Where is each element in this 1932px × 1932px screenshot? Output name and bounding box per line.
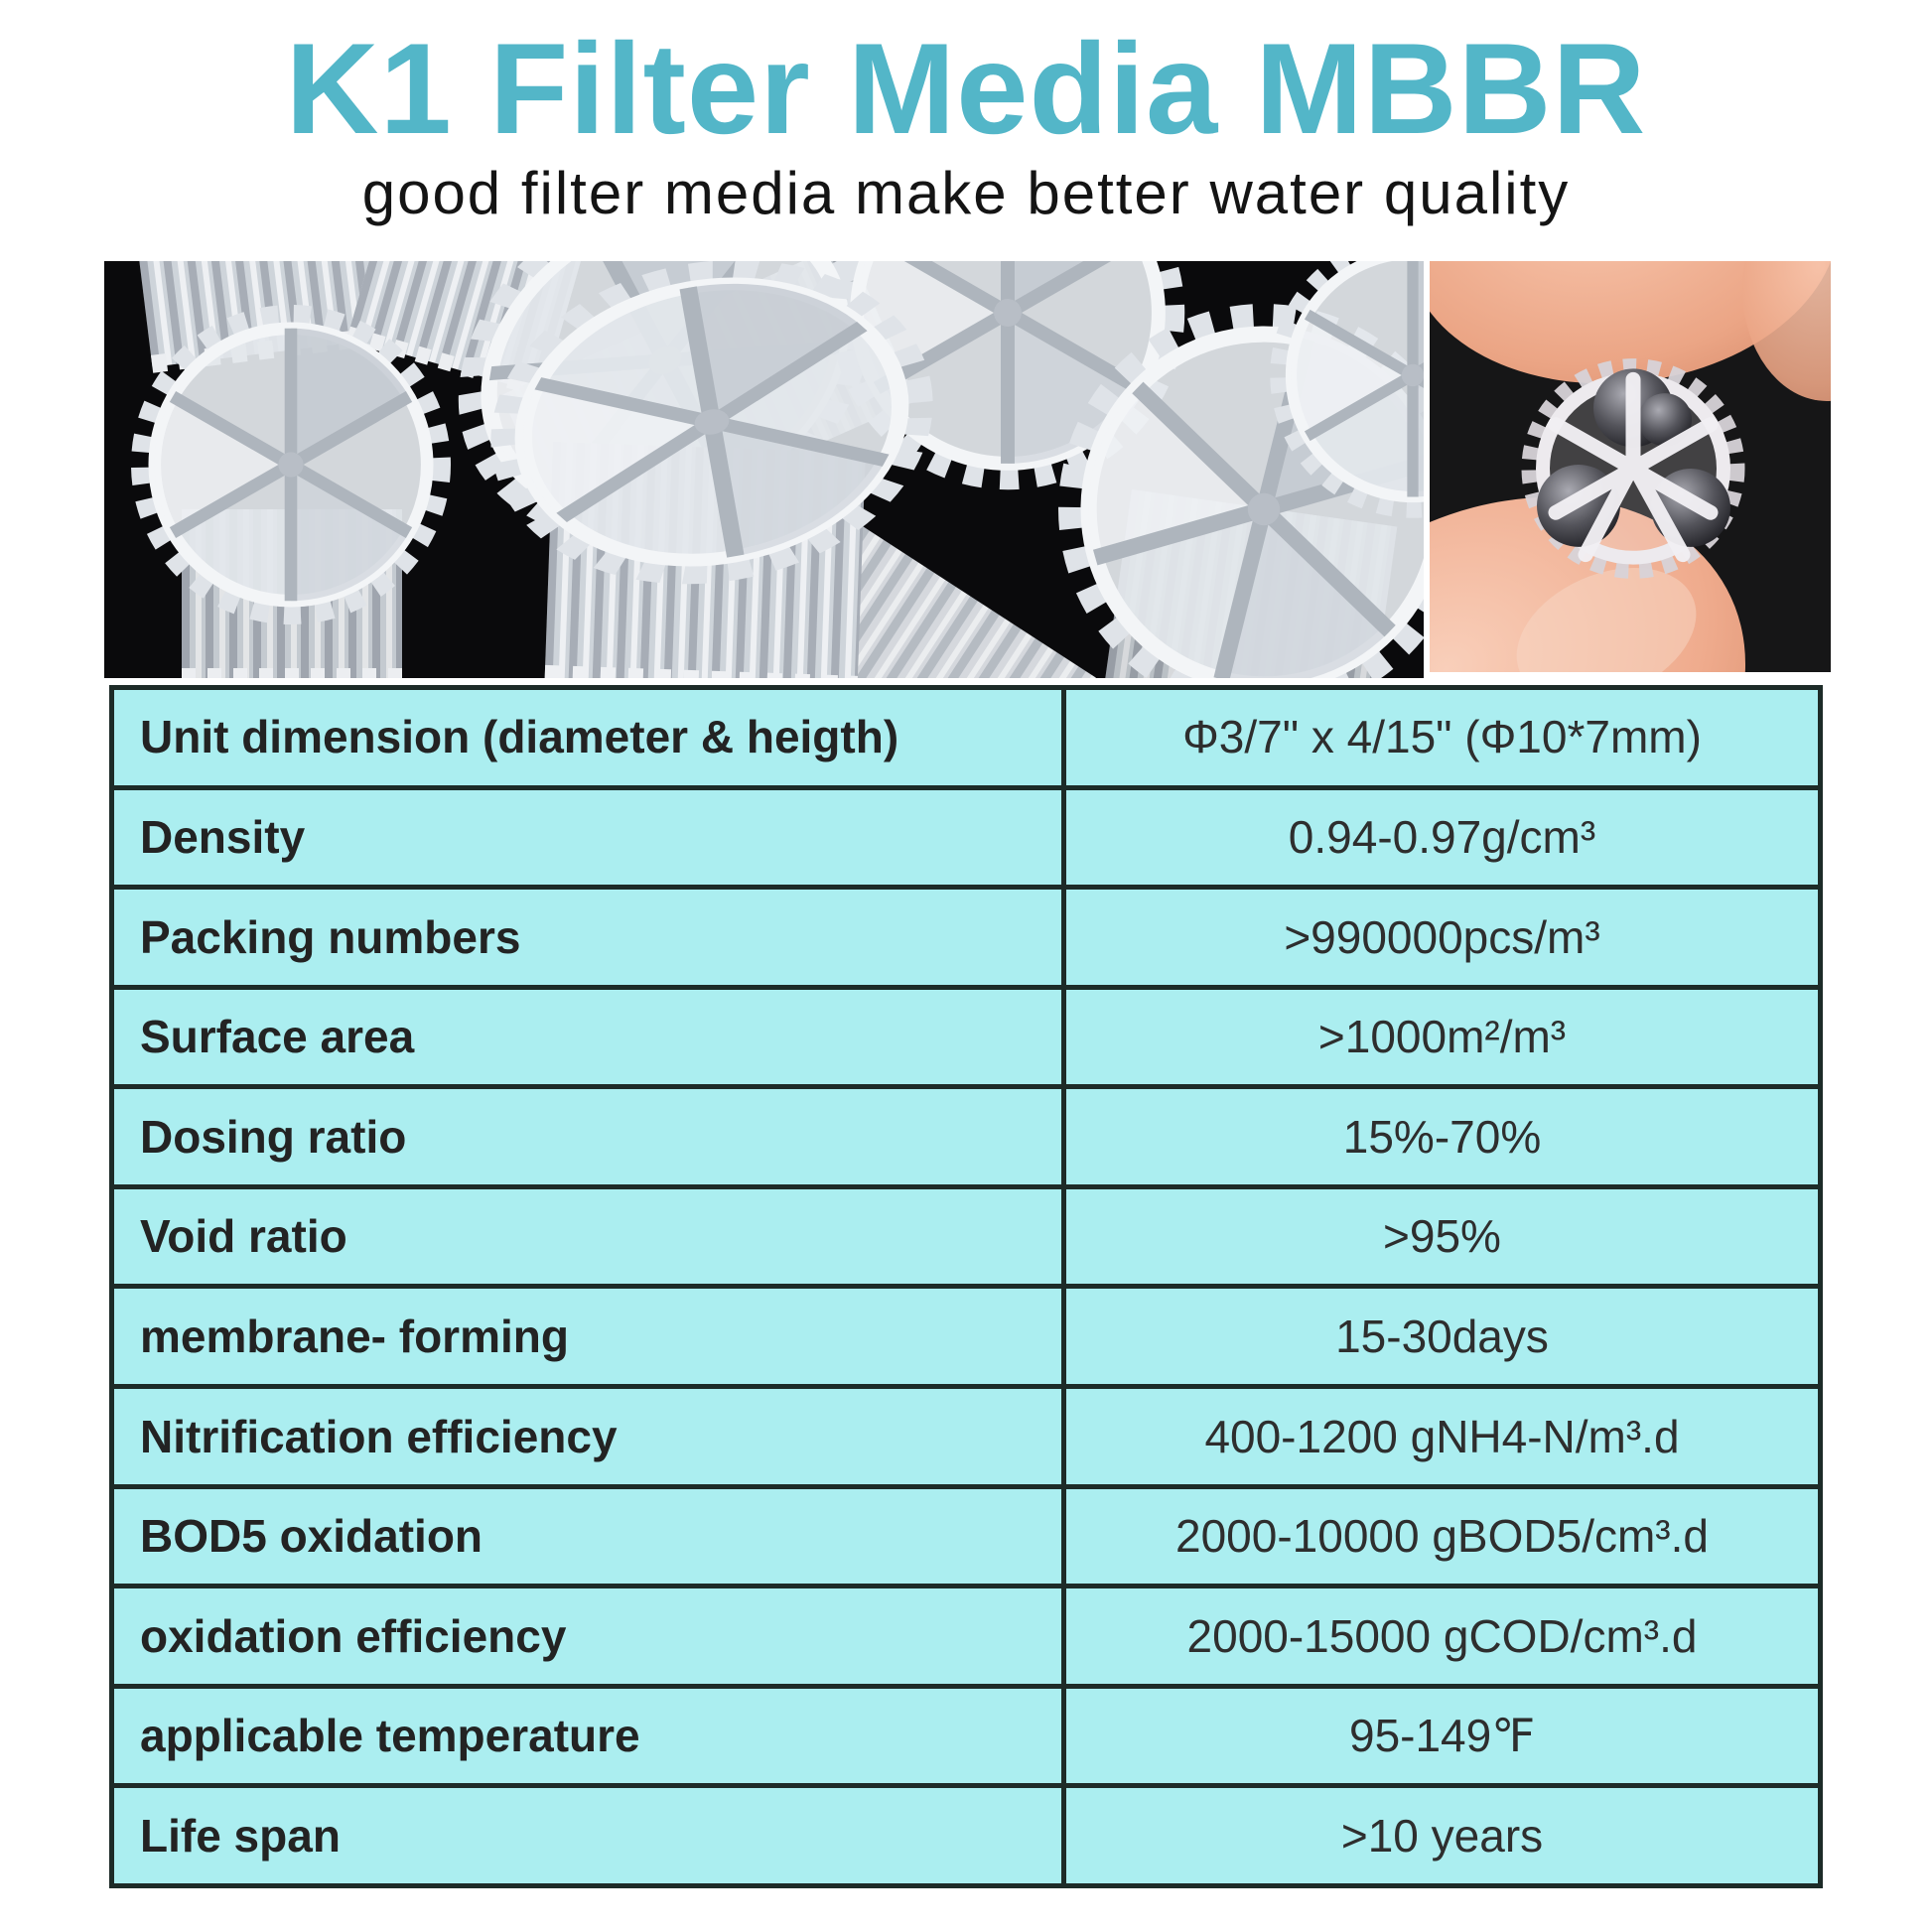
spec-value: >10 years [1061,1783,1823,1888]
spec-label: Void ratio [109,1183,1066,1290]
media-wheel-graphic [1521,358,1745,579]
table-row: oxidation efficiency 2000-15000 gCOD/cm³… [109,1584,1823,1689]
table-row: Packing numbers >990000pcs/m³ [109,885,1823,990]
media-between-fingers-photo [1430,261,1831,672]
spec-label: Density [109,784,1066,891]
media-pile-photo [104,261,1424,678]
spec-value: 0.94-0.97g/cm³ [1061,784,1823,891]
table-row: Surface area >1000m²/m³ [109,984,1823,1090]
table-row: Unit dimension (diameter & heigth) Φ3/7"… [109,685,1823,790]
table-row: applicable temperature 95-149℉ [109,1683,1823,1789]
finger-graphic [1430,261,1831,672]
spec-label: applicable temperature [109,1683,1066,1789]
spec-label: Nitrification efficiency [109,1384,1066,1489]
spec-value: 95-149℉ [1061,1683,1823,1789]
spec-label: oxidation efficiency [109,1584,1066,1689]
page-title: K1 Filter Media MBBR [285,16,1647,161]
spec-table: Unit dimension (diameter & heigth) Φ3/7"… [109,685,1823,1888]
spec-label: Packing numbers [109,885,1066,990]
page-subtitle: good filter media make better water qual… [361,160,1571,226]
table-row: Nitrification efficiency 400-1200 gNH4-N… [109,1384,1823,1489]
table-row: membrane- forming 15-30days [109,1284,1823,1390]
table-row: Void ratio >95% [109,1183,1823,1290]
spec-value: >990000pcs/m³ [1061,885,1823,990]
spec-label: Life span [109,1783,1066,1888]
table-row: Density 0.94-0.97g/cm³ [109,784,1823,891]
spec-value: Φ3/7" x 4/15" (Φ10*7mm) [1061,685,1823,790]
spec-value: 400-1200 gNH4-N/m³.d [1061,1384,1823,1489]
spec-value: 15-30days [1061,1284,1823,1390]
spec-value: 2000-10000 gBOD5/cm³.d [1061,1483,1823,1589]
spec-label: BOD5 oxidation [109,1483,1066,1589]
spec-value: 2000-15000 gCOD/cm³.d [1061,1584,1823,1689]
table-row: Dosing ratio 15%-70% [109,1084,1823,1189]
spec-value: >1000m²/m³ [1061,984,1823,1090]
spec-label: Unit dimension (diameter & heigth) [109,685,1066,790]
table-row: Life span >10 years [109,1783,1823,1888]
spec-value: 15%-70% [1061,1084,1823,1189]
spec-label: Surface area [109,984,1066,1090]
table-row: BOD5 oxidation 2000-10000 gBOD5/cm³.d [109,1483,1823,1589]
spec-label: Dosing ratio [109,1084,1066,1189]
spec-label: membrane- forming [109,1284,1066,1390]
spec-value: >95% [1061,1183,1823,1290]
